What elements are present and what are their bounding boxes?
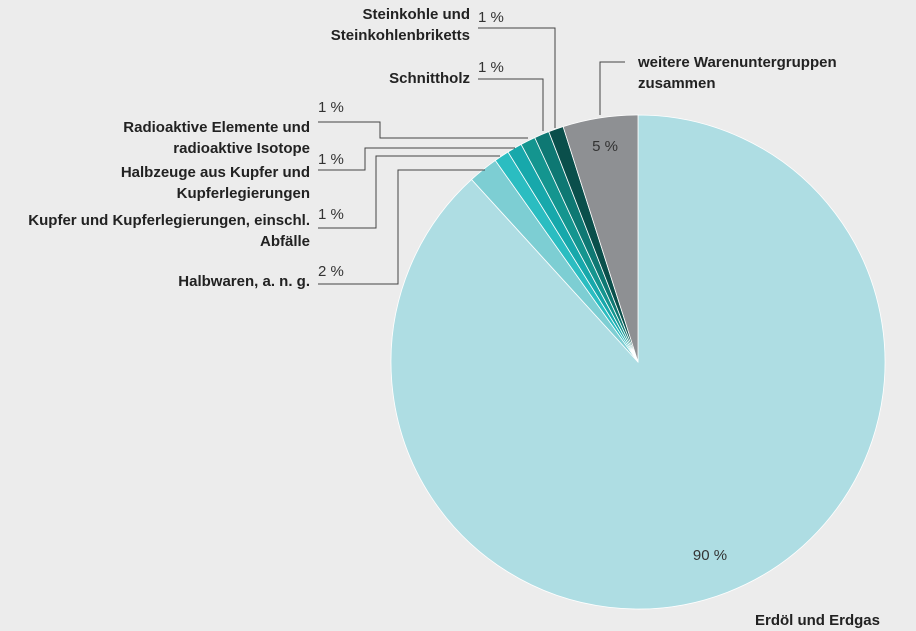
value-label: 1 % (318, 99, 344, 116)
slice-label: Steinkohle und Steinkohlenbriketts (330, 6, 470, 44)
value-label: 1 % (478, 59, 504, 76)
value-label: 5 % (592, 138, 618, 155)
value-label: 90 % (693, 547, 727, 564)
slice-label: Schnittholz (389, 70, 470, 87)
slice-label: Halbzeuge aus Kupfer und Kupferlegierung… (120, 164, 310, 202)
leader-line (478, 27, 556, 128)
value-label: 1 % (478, 9, 504, 26)
slice-label: Radioaktive Elemente und radioaktive Iso… (123, 119, 310, 157)
value-label: 1 % (318, 206, 344, 223)
leader-line (478, 78, 544, 131)
value-label: 1 % (318, 151, 344, 168)
slice-label: Erdöl und Erdgas (754, 612, 880, 629)
value-label: 2 % (318, 263, 344, 280)
leader-line (318, 155, 500, 229)
leader-line (318, 147, 515, 171)
slice-label: Kupfer und Kupferlegierungen, einschl. A… (28, 212, 310, 250)
leader-line (318, 121, 528, 139)
leader-line (599, 61, 625, 115)
pie-slice (562, 114, 639, 363)
slice-label: weitere Warenuntergruppen zusammen (638, 54, 837, 92)
slice-label: Halbwaren, a. n. g. (178, 273, 310, 290)
leader-line (318, 169, 485, 285)
